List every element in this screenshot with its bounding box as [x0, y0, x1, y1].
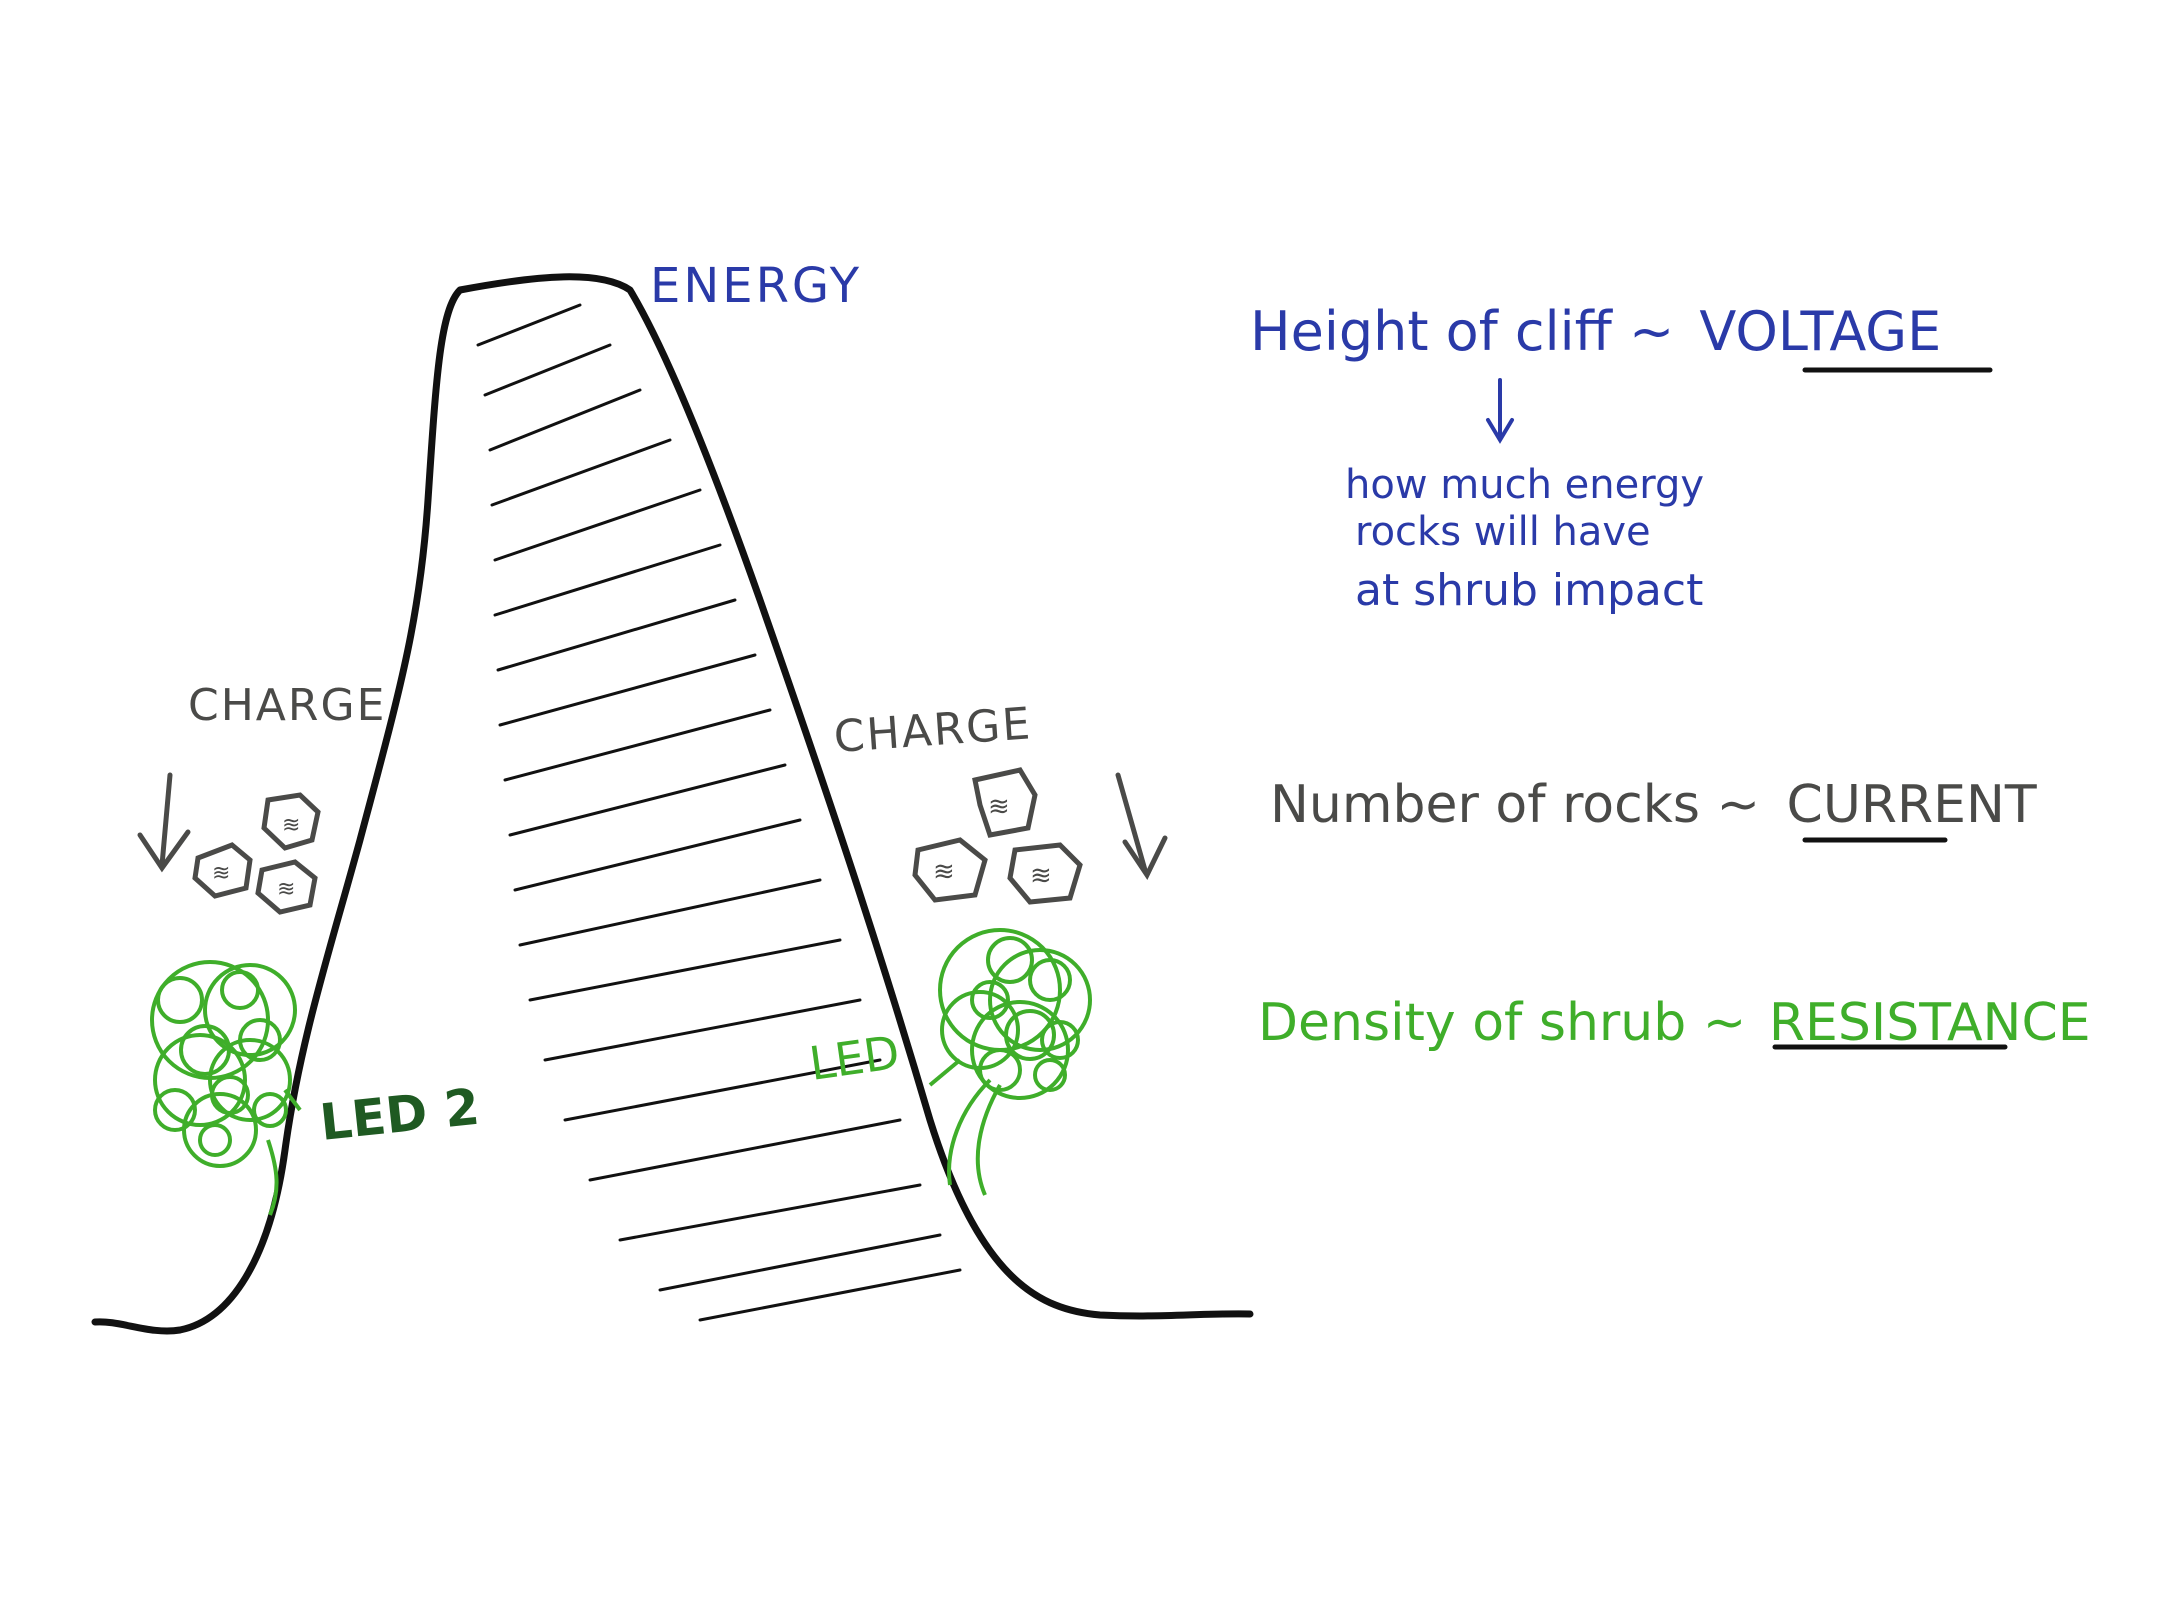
shrub-right	[928, 928, 1092, 1196]
down-arrow-right-icon	[1115, 772, 1168, 881]
energy-label: ENERGY	[650, 258, 862, 314]
rock-icon	[1007, 842, 1083, 905]
rock-icon	[192, 842, 253, 899]
svg-text:Number of rocks ~ CURREN: Number of rocks ~ CURRENT	[1270, 775, 2037, 835]
current-term: CURRENT	[1787, 775, 2037, 835]
charge-label-right: CHARGE	[832, 698, 1033, 763]
voltage-note-line-3: at shrub impact	[1355, 565, 1703, 616]
down-arrow-left-icon	[137, 772, 191, 873]
cliff-outline	[91, 273, 1254, 1335]
legend-current: Number of rocks ~ CURRENT	[1270, 775, 2037, 843]
current-prefix: Number of rocks ~	[1270, 775, 1760, 835]
rock-icon	[261, 792, 321, 851]
shrub-left	[150, 960, 302, 1216]
charge-label-left: CHARGE	[188, 680, 386, 731]
rock-icon	[255, 859, 318, 915]
rock-group-left: ≋ ≋ ≋	[192, 792, 321, 915]
voltage-term: VOLTAGE	[1699, 300, 1941, 363]
rock-icon	[972, 767, 1038, 838]
voltage-note-line-1: how much energy	[1345, 462, 1704, 508]
rock-glyph: ≋	[933, 857, 955, 887]
rock-glyph: ≋	[282, 813, 300, 838]
led-label-left: LED 2	[317, 1078, 482, 1152]
rock-icon	[912, 837, 988, 903]
led-label-right: LED	[806, 1025, 903, 1091]
resistance-prefix: Density of shrub ~	[1258, 993, 1746, 1053]
voltage-prefix: Height of cliff ~	[1250, 300, 1674, 363]
svg-text:Height of cliff ~ VOLTA: Height of cliff ~ VOLTAGE	[1250, 300, 1941, 363]
rock-group-right: ≋ ≋ ≋	[912, 767, 1083, 905]
down-arrow-note-icon	[1486, 378, 1514, 444]
rock-glyph: ≋	[988, 792, 1010, 822]
legend-resistance: Density of shrub ~ RESISTANCE	[1258, 993, 2091, 1053]
rock-glyph: ≋	[1030, 861, 1052, 891]
rock-glyph: ≋	[212, 861, 230, 886]
legend-voltage: Height of cliff ~ VOLTAGE how much energ…	[1250, 300, 1993, 616]
voltage-note-line-2: rocks will have	[1355, 509, 1651, 555]
cliff-hatching	[476, 303, 962, 1322]
rock-glyph: ≋	[277, 877, 295, 902]
resistance-term: RESISTANCE	[1769, 993, 2091, 1053]
svg-text:Density of shrub ~ RESIS: Density of shrub ~ RESISTANCE	[1258, 993, 2091, 1053]
